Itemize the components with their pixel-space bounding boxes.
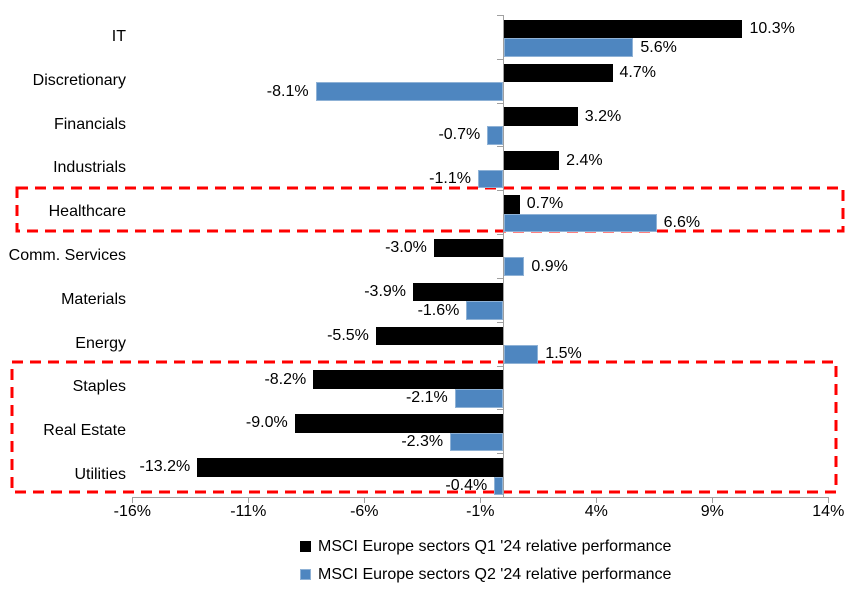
bar-value-label: -3.9% [364,283,407,300]
category-tick [496,321,504,323]
category-tick [496,497,504,498]
bar-q1-staples [313,370,504,389]
bar-q2-discretionary [315,82,504,101]
legend-label-q1: MSCI Europe sectors Q1 '24 relative perf… [318,538,672,555]
x-tick [131,497,133,503]
x-tick [827,497,829,503]
category-label: Industrials [53,159,126,177]
bar-q1-energy [375,326,504,346]
category-label: Utilities [74,466,126,484]
category-tick [496,146,504,148]
category-tick [496,234,504,236]
category-label: Energy [75,334,126,352]
category-label: Healthcare [48,203,126,221]
category-tick [496,453,504,455]
bar-q1-real-estate [294,414,504,433]
category-label: Real Estate [43,422,126,440]
bar-value-label: -9.0% [245,414,288,432]
category-tick [496,190,504,192]
x-tick-label: -6% [350,503,379,520]
x-tick-label: 4% [584,503,608,520]
x-tick-label: 9% [700,503,724,520]
bar-q2-energy [503,345,539,364]
category-label: Comm. Services [8,247,126,264]
bar-value-label: 2.4% [566,151,603,169]
bar-q2-comm-services [503,257,525,277]
x-tick [479,497,481,503]
bar-q1-comm-services [433,238,504,258]
bar-q1-utilities [197,457,504,477]
x-tick-label: 14% [812,503,845,520]
bar-value-label: -5.5% [327,326,369,344]
y-axis-line [503,15,504,497]
x-tick [595,497,597,503]
bar-value-label: 6.6% [663,213,701,231]
bar-value-label: 5.6% [640,38,677,56]
x-tick-label: -1% [466,503,495,520]
legend-swatch-q2 [300,569,311,580]
x-tick [711,497,713,503]
bar-value-label: -0.4% [445,476,488,494]
bar-q1-it [503,19,743,39]
bar-value-label: -1.6% [417,301,460,319]
bar-value-label: -13.2% [139,458,191,476]
bar-value-label: 4.7% [619,63,656,81]
bar-value-label: -1.1% [429,170,471,188]
bar-q2-real-estate [450,432,504,452]
category-tick [496,15,504,16]
bar-q1-materials [413,282,504,302]
category-tick [496,277,504,279]
bar-value-label: -3.0% [385,239,427,257]
legend-swatch-q1 [300,541,311,552]
bar-q1-discretionary [503,63,613,83]
x-tick [247,497,249,503]
bar-value-label: -2.3% [401,433,444,451]
bar-value-label: -8.1% [266,82,309,100]
bar-value-label: 0.7% [526,195,564,213]
bar-q2-it [503,38,634,57]
category-label: Materials [61,290,126,308]
bar-q2-materials [466,301,504,320]
bar-q1-financials [503,107,578,127]
x-tick [363,497,365,503]
category-label: Financials [53,115,126,133]
x-tick-label: -16% [113,503,151,520]
bar-value-label: 3.2% [584,107,622,125]
legend-label-q2: MSCI Europe sectors Q2 '24 relative perf… [318,566,672,583]
category-tick [496,365,504,367]
bar-value-label: -0.7% [438,126,481,144]
bar-value-label: -2.1% [405,389,448,407]
category-label: IT [111,27,126,45]
bar-value-label: 1.5% [545,345,582,363]
bar-value-label: 10.3% [749,20,795,38]
category-label: Discretionary [32,71,126,89]
x-tick-label: -11% [230,503,267,520]
category-tick [496,409,504,411]
bar-q2-financials [487,126,504,145]
bar-q2-utilities [494,476,504,496]
bar-q1-healthcare [503,195,520,214]
category-tick [496,102,504,104]
bar-q1-industrials [503,151,560,170]
bar-value-label: -8.2% [264,370,307,388]
bar-value-label: 0.9% [531,257,568,275]
bar-q2-staples [454,388,504,408]
bar-q2-healthcare [503,213,657,233]
category-label: Staples [72,378,126,396]
bar-q2-industrials [477,169,504,189]
category-tick [496,58,504,60]
